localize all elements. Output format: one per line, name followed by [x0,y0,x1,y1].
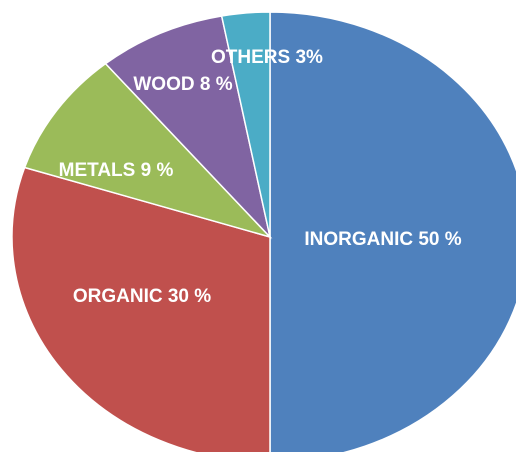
pie-slice-inorganic [269,11,516,452]
slice-label-others: OTHERS 3% [211,47,323,68]
pie-slice-organic [11,166,271,452]
pie-slice-metals [23,62,273,239]
pie-slice-others [220,11,271,238]
pie-labels: INORGANIC 50 % ORGANIC 30 % METALS 9 % WOOD… [59,47,462,307]
pie-slice-wood [104,15,272,240]
pie-slices [11,11,516,452]
slice-label-inorganic: INORGANIC 50 % [304,229,461,250]
slice-label-wood: WOOD 8 % [133,74,232,95]
slice-label-organic: ORGANIC 30 % [73,286,211,307]
slice-label-metals: METALS 9 % [59,160,174,181]
